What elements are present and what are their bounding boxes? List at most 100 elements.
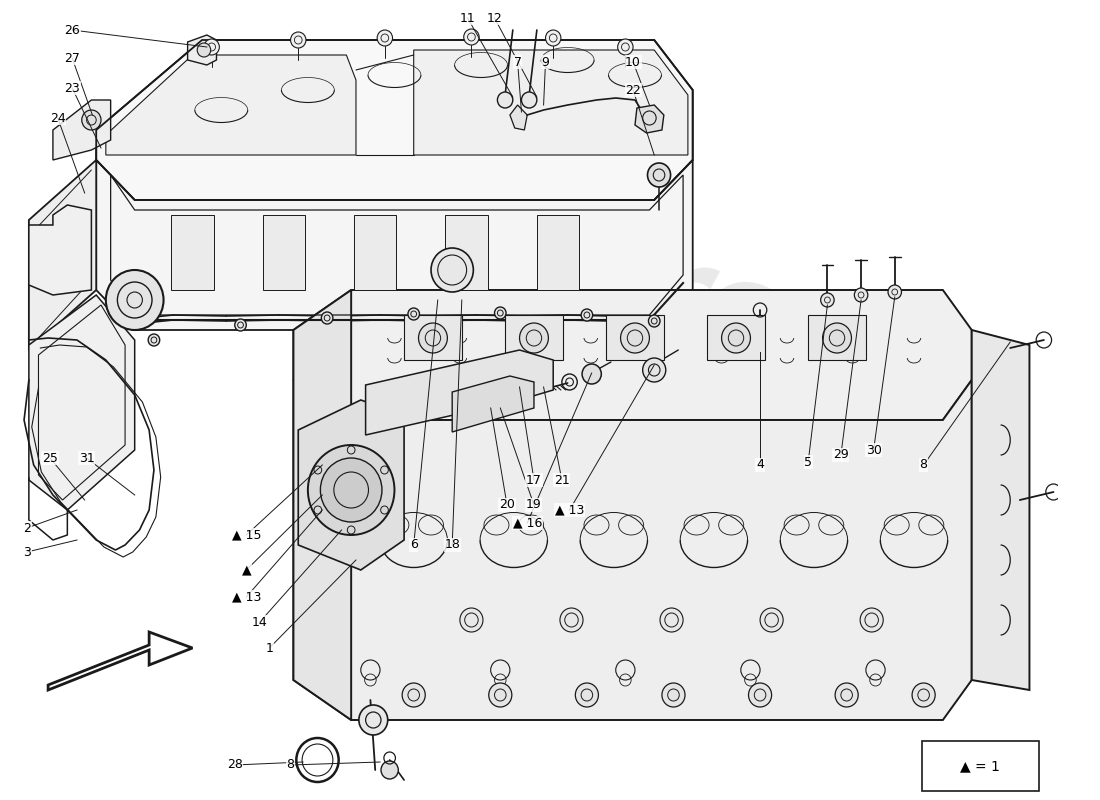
Circle shape [560,608,583,632]
Polygon shape [172,215,213,290]
Text: ▲ 13: ▲ 13 [232,590,261,603]
Polygon shape [29,205,91,295]
Circle shape [464,29,480,45]
Text: ▲ 13: ▲ 13 [554,503,584,517]
Circle shape [582,364,602,384]
Text: 22: 22 [625,83,641,97]
Text: 7: 7 [514,55,521,69]
Circle shape [418,323,448,353]
Text: 9: 9 [541,55,549,69]
Circle shape [488,683,512,707]
Text: ▲ = 1: ▲ = 1 [960,759,1000,773]
Circle shape [234,319,246,331]
Polygon shape [510,105,527,130]
Polygon shape [263,215,305,290]
Polygon shape [53,100,111,160]
Polygon shape [365,350,553,435]
Circle shape [618,39,634,55]
Polygon shape [294,380,971,720]
Text: 1: 1 [265,642,273,654]
Polygon shape [971,330,1030,690]
Polygon shape [48,632,192,690]
Circle shape [823,323,851,353]
Circle shape [748,683,771,707]
Polygon shape [707,315,764,360]
Polygon shape [354,215,396,290]
Polygon shape [505,315,563,360]
Polygon shape [188,35,217,65]
Text: 20: 20 [499,498,515,511]
Polygon shape [294,290,351,720]
Polygon shape [446,215,487,290]
Text: a passion for parts since 1985: a passion for parts since 1985 [478,415,926,585]
Text: 12: 12 [486,11,503,25]
Circle shape [660,608,683,632]
Circle shape [359,705,387,735]
Text: 5: 5 [804,455,812,469]
Text: ▲: ▲ [242,563,251,577]
Polygon shape [96,40,693,200]
Polygon shape [404,315,462,360]
Circle shape [642,358,666,382]
Polygon shape [29,160,96,350]
Circle shape [148,334,159,346]
Circle shape [381,761,398,779]
Circle shape [760,608,783,632]
Circle shape [204,39,219,55]
Circle shape [197,43,211,57]
Text: 29: 29 [833,449,849,462]
Text: 28: 28 [227,758,243,771]
Polygon shape [294,290,971,420]
Polygon shape [414,50,688,155]
Circle shape [321,312,333,324]
Circle shape [480,381,506,409]
Circle shape [888,285,902,299]
Text: 8: 8 [287,758,295,771]
Text: 17: 17 [526,474,542,486]
Text: ▲ 15: ▲ 15 [231,529,261,542]
Circle shape [106,270,164,330]
Circle shape [860,608,883,632]
Circle shape [821,293,834,307]
Text: 24: 24 [50,111,66,125]
Polygon shape [537,215,580,290]
Circle shape [649,315,660,327]
Circle shape [81,110,101,130]
Circle shape [519,323,549,353]
Polygon shape [606,315,664,360]
Text: 19: 19 [526,498,542,511]
Circle shape [320,458,382,522]
Polygon shape [452,376,534,432]
Text: 14: 14 [252,615,267,629]
Text: 18: 18 [444,538,460,551]
Circle shape [620,323,649,353]
Text: 26: 26 [64,23,80,37]
FancyBboxPatch shape [922,741,1040,791]
Text: europes: europes [461,174,1041,466]
Circle shape [575,683,598,707]
Polygon shape [29,295,134,510]
Polygon shape [106,55,356,155]
Circle shape [308,445,395,535]
Polygon shape [298,400,404,570]
Circle shape [403,683,426,707]
Circle shape [460,608,483,632]
Text: 30: 30 [866,443,881,457]
Circle shape [377,30,393,46]
Circle shape [912,683,935,707]
Polygon shape [808,315,866,360]
Text: ▲ 16: ▲ 16 [513,517,542,530]
Text: 3: 3 [23,546,31,558]
Text: 23: 23 [64,82,80,94]
Circle shape [521,92,537,108]
Text: 27: 27 [64,51,80,65]
Circle shape [581,309,593,321]
Circle shape [495,307,506,319]
Text: 21: 21 [554,474,570,486]
Circle shape [408,308,419,320]
Text: 6: 6 [410,538,418,551]
Circle shape [722,323,750,353]
Text: 25: 25 [42,451,58,465]
Text: 10: 10 [625,55,641,69]
Circle shape [662,683,685,707]
